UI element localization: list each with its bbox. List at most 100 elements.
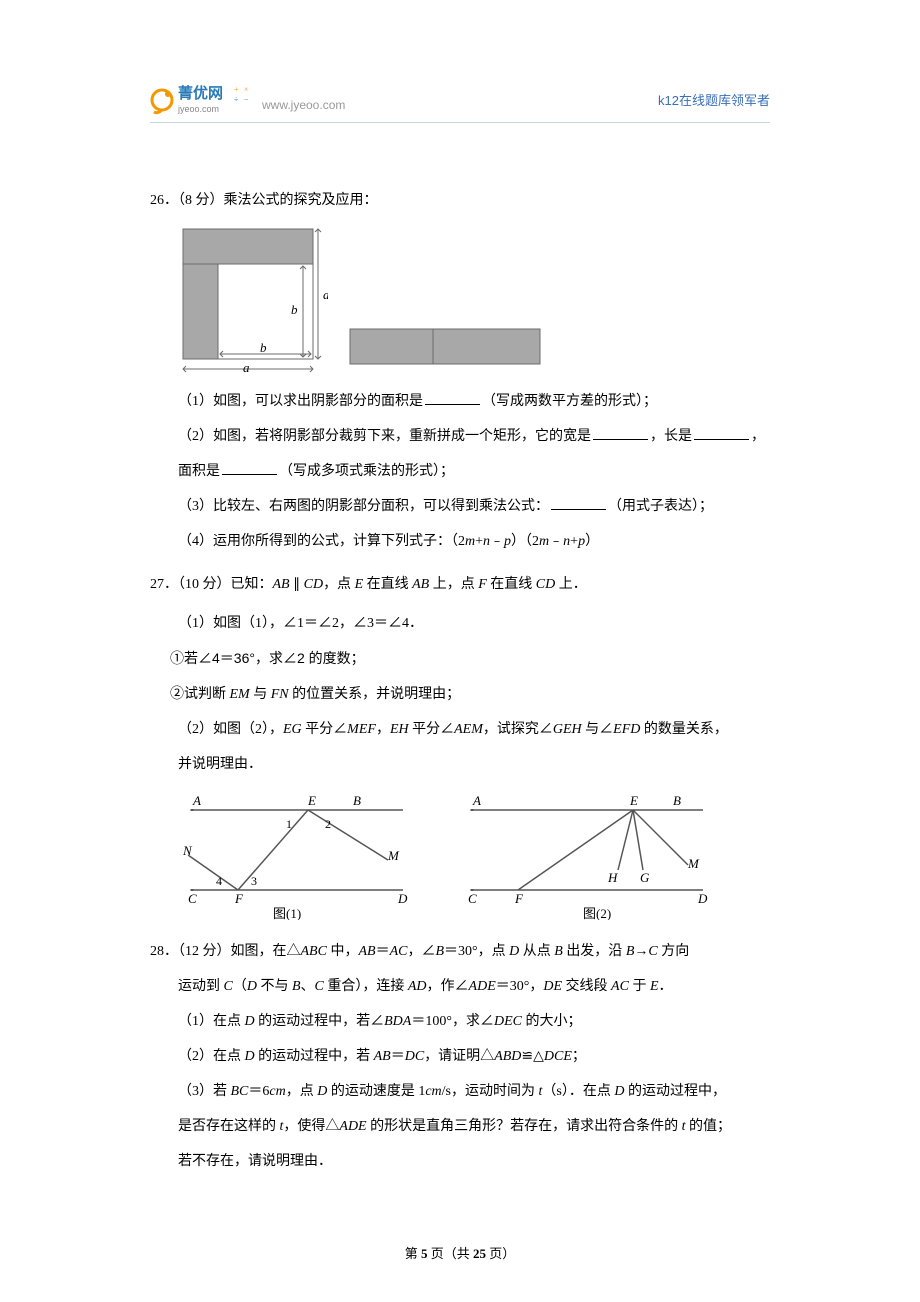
p28-line2: 运动到 C（D 不与 B、C 重合），连接 AD，作∠ADE＝30°，DE 交线… — [150, 969, 770, 1004]
svg-text:N: N — [182, 843, 193, 858]
text: GEH — [553, 722, 582, 737]
text: ＝ — [376, 944, 390, 959]
text: 平分∠ — [409, 722, 455, 737]
svg-text:B: B — [673, 793, 681, 808]
text: AB — [273, 577, 290, 592]
text: EG — [283, 722, 302, 737]
text: ，试探究∠ — [483, 722, 553, 737]
svg-text:F: F — [514, 891, 524, 906]
text: → — [634, 944, 648, 959]
text: 上． — [555, 577, 587, 592]
text: ﹣ — [490, 534, 504, 549]
p28-sub3-l2: 是否存在这样的 t，使得△ADE 的形状是直角三角形？若存在，请求出符合条件的 … — [150, 1109, 770, 1144]
svg-text:×: × — [244, 85, 249, 94]
p26-fig-right — [348, 324, 548, 374]
svg-text:C: C — [468, 891, 477, 906]
text: ，长是 — [650, 429, 692, 444]
text: EFD — [613, 722, 640, 737]
text: 中， — [327, 944, 359, 959]
svg-text:A: A — [192, 793, 201, 808]
blank — [425, 391, 480, 405]
header-tagline: k12在线题库领军者 — [658, 90, 770, 109]
text: （1）在点 — [178, 1014, 245, 1029]
p26-num: 26 — [150, 193, 164, 208]
text: + — [570, 534, 578, 549]
text: 的形状是直角三角形？若存在，请求出符合条件的 — [367, 1119, 682, 1134]
logo-icon: 菁优网 jyeoo.com + × ÷ − — [150, 80, 260, 118]
text: DEC — [494, 1014, 522, 1029]
text: 的运动过程中，若 — [255, 1049, 374, 1064]
text: 的值； — [686, 1119, 732, 1134]
text: 、 — [301, 979, 315, 994]
svg-text:+: + — [234, 85, 239, 94]
text: D — [247, 979, 257, 994]
text: 面积是 — [178, 464, 220, 479]
p26-sub2: （2）如图，若将阴影部分裁剪下来，重新拼成一个矩形，它的宽是，长是， — [150, 419, 770, 454]
text: 已知： — [231, 577, 273, 592]
text: AB — [374, 1049, 391, 1064]
svg-text:F: F — [234, 891, 244, 906]
text: 平分∠ — [302, 722, 348, 737]
p28-sub2: （2）在点 D 的运动过程中，若 AB＝DC，请证明△ABD≌△DCE； — [150, 1039, 770, 1074]
text: （3）比较左、右两图的阴影部分面积，可以得到乘法公式： — [178, 499, 549, 514]
svg-text:1: 1 — [286, 817, 292, 831]
text: D — [245, 1049, 255, 1064]
text: ，∠ — [407, 944, 435, 959]
text: 的数量关系， — [640, 722, 728, 737]
text: cm — [269, 1084, 285, 1099]
text: 于 — [629, 979, 650, 994]
text: AEM — [454, 722, 483, 737]
text: cm — [425, 1084, 441, 1099]
text: 从点 — [519, 944, 554, 959]
text: ， — [376, 722, 390, 737]
text: ＝6 — [248, 1084, 269, 1099]
text: AC — [611, 979, 629, 994]
text: ， — [751, 429, 765, 444]
svg-text:H: H — [607, 870, 618, 885]
text: D — [614, 1084, 624, 1099]
text: 的运动过程中，若∠ — [255, 1014, 385, 1029]
p27-figures: A E B N M C F D 1 2 3 4 图(1) — [178, 790, 770, 920]
p26-figures: a b a b — [178, 224, 770, 374]
text: ABD — [494, 1049, 521, 1064]
text: AB — [358, 944, 375, 959]
problem-28: 28．（12 分）如图，在△ABC 中，AB＝AC，∠B＝30°，点 D 从点 … — [150, 934, 770, 1179]
text: 上，点 — [429, 577, 478, 592]
text: EM — [230, 687, 250, 702]
logo-area: 菁优网 jyeoo.com + × ÷ − www.jyeoo.com — [150, 80, 345, 118]
p28-line1: 28．（12 分）如图，在△ABC 中，AB＝AC，∠B＝30°，点 D 从点 … — [150, 934, 770, 969]
text: 如图，在△ — [231, 944, 301, 959]
text: 与∠ — [582, 722, 614, 737]
text: 运动到 — [178, 979, 224, 994]
text: p — [578, 534, 585, 549]
p28-sub1: （1）在点 D 的运动过程中，若∠BDA＝100°，求∠DEC 的大小； — [150, 1004, 770, 1039]
p27-head: 27．（10 分）已知：AB ∥ CD，点 E 在直线 AB 上，点 F 在直线… — [150, 567, 770, 602]
text: ﹣ — [549, 534, 563, 549]
text: ，点 — [286, 1084, 318, 1099]
svg-text:jyeoo.com: jyeoo.com — [177, 104, 219, 114]
svg-text:a: a — [243, 360, 250, 374]
text: （s）．在点 — [542, 1084, 614, 1099]
svg-text:b: b — [291, 302, 298, 317]
blank — [694, 426, 749, 440]
svg-text:b: b — [260, 340, 267, 355]
text: （2）如图（2）， — [178, 722, 283, 737]
svg-text:a: a — [323, 287, 328, 302]
p26-fig-left: a b a b — [178, 224, 328, 374]
svg-text:3: 3 — [251, 874, 257, 888]
text: ≌ — [521, 1049, 533, 1064]
p27-fig2: A E B H G M C F D 图(2) — [458, 790, 718, 920]
blank — [593, 426, 648, 440]
text: ADE — [339, 1119, 366, 1134]
svg-text:D: D — [697, 891, 708, 906]
svg-text:2: 2 — [325, 817, 331, 831]
page-header: 菁优网 jyeoo.com + × ÷ − www.jyeoo.com k12在… — [150, 80, 770, 123]
text: 的位置关系，并说明理由； — [289, 687, 461, 702]
text: DCE — [544, 1049, 572, 1064]
svg-text:−: − — [244, 95, 249, 104]
text: （3）若 — [178, 1084, 231, 1099]
problem-26: 26．（8 分）乘法公式的探究及应用： a b a — [150, 183, 770, 559]
text: BC — [231, 1084, 249, 1099]
p28-points: （12 分） — [178, 944, 231, 959]
page-footer: 第 5 页（共 25 页） — [0, 1243, 920, 1262]
